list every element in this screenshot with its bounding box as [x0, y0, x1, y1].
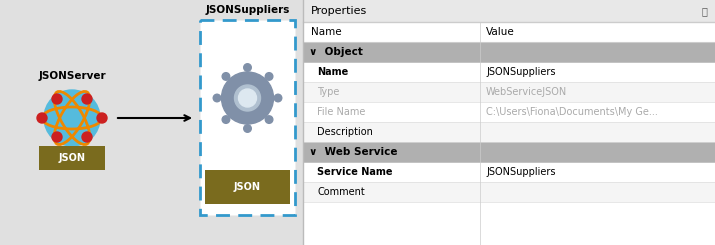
FancyBboxPatch shape — [303, 82, 715, 102]
Text: Properties: Properties — [311, 6, 368, 16]
Text: File Name: File Name — [317, 107, 365, 117]
Text: Comment: Comment — [317, 187, 365, 197]
FancyBboxPatch shape — [303, 0, 715, 245]
Circle shape — [265, 116, 273, 123]
Circle shape — [239, 89, 257, 107]
FancyBboxPatch shape — [205, 170, 290, 204]
Circle shape — [213, 94, 221, 102]
Text: Type: Type — [317, 87, 340, 97]
Circle shape — [37, 113, 47, 123]
Circle shape — [275, 94, 282, 102]
Text: WebServiceJSON: WebServiceJSON — [486, 87, 568, 97]
Circle shape — [52, 94, 62, 104]
FancyBboxPatch shape — [303, 102, 715, 122]
FancyBboxPatch shape — [303, 22, 715, 42]
Circle shape — [44, 90, 100, 146]
Text: JSONSuppliers: JSONSuppliers — [486, 167, 556, 177]
Text: JSON: JSON — [234, 182, 261, 192]
FancyBboxPatch shape — [0, 0, 303, 245]
FancyBboxPatch shape — [303, 162, 715, 182]
Text: Name: Name — [317, 67, 348, 77]
Text: JSONSuppliers: JSONSuppliers — [205, 5, 290, 15]
Text: ∨  Object: ∨ Object — [309, 47, 363, 57]
FancyBboxPatch shape — [303, 122, 715, 142]
Text: Service Name: Service Name — [317, 167, 393, 177]
FancyBboxPatch shape — [303, 62, 715, 82]
FancyBboxPatch shape — [303, 42, 715, 62]
Circle shape — [265, 73, 273, 80]
Text: JSONSuppliers: JSONSuppliers — [486, 67, 556, 77]
Circle shape — [222, 116, 230, 123]
Circle shape — [222, 73, 230, 80]
Circle shape — [97, 113, 107, 123]
Circle shape — [222, 72, 274, 124]
Text: C:\Users\Fiona\Documents\My Ge...: C:\Users\Fiona\Documents\My Ge... — [486, 107, 658, 117]
Circle shape — [244, 64, 251, 71]
FancyBboxPatch shape — [39, 146, 105, 170]
Circle shape — [244, 125, 251, 132]
FancyBboxPatch shape — [303, 142, 715, 162]
Circle shape — [82, 94, 92, 104]
Text: JSONServer: JSONServer — [38, 71, 106, 81]
Text: Description: Description — [317, 127, 373, 137]
FancyBboxPatch shape — [303, 182, 715, 202]
Circle shape — [235, 85, 260, 111]
Circle shape — [82, 132, 92, 142]
Text: Name: Name — [311, 27, 342, 37]
Circle shape — [52, 132, 62, 142]
FancyBboxPatch shape — [200, 20, 295, 215]
Text: ∨  Web Service: ∨ Web Service — [309, 147, 398, 157]
Text: JSON: JSON — [59, 153, 86, 163]
Text: ⎗: ⎗ — [701, 6, 707, 16]
FancyBboxPatch shape — [303, 0, 715, 22]
FancyBboxPatch shape — [303, 202, 715, 245]
Text: Value: Value — [486, 27, 515, 37]
